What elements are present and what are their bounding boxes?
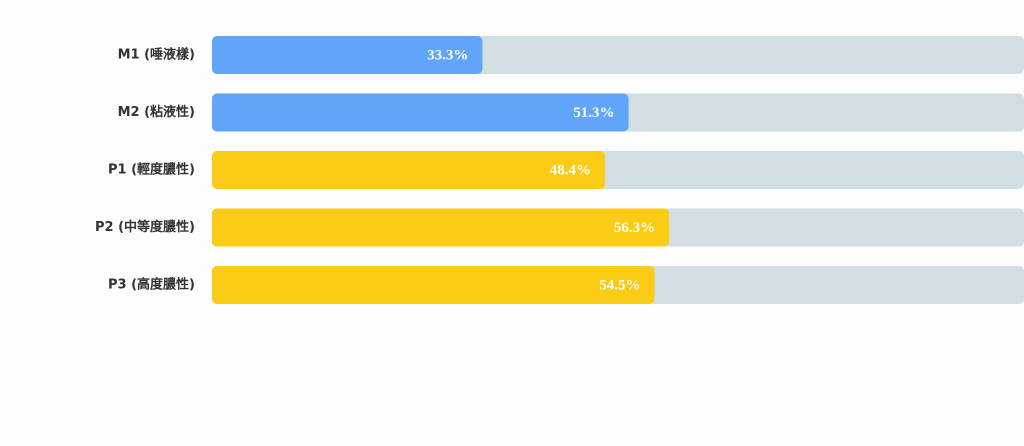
bar: [212, 93, 629, 132]
value-label: 54.5%: [599, 277, 640, 293]
category-label: M1 (唾液樣): [118, 47, 195, 63]
category-label: P1 (輕度膿性): [108, 162, 195, 178]
value-label: 33.3%: [427, 47, 468, 63]
bar: [212, 266, 655, 304]
bar: [212, 208, 670, 247]
category-label: M2 (粘液性): [118, 104, 195, 120]
value-label: 56.3%: [614, 220, 655, 236]
category-label: P2 (中等度膿性): [95, 219, 195, 235]
bar: [212, 151, 606, 189]
category-label: P3 (高度膿性): [108, 277, 195, 293]
value-label: 51.3%: [573, 105, 614, 121]
bar: [212, 36, 483, 74]
value-label: 48.4%: [550, 162, 591, 178]
